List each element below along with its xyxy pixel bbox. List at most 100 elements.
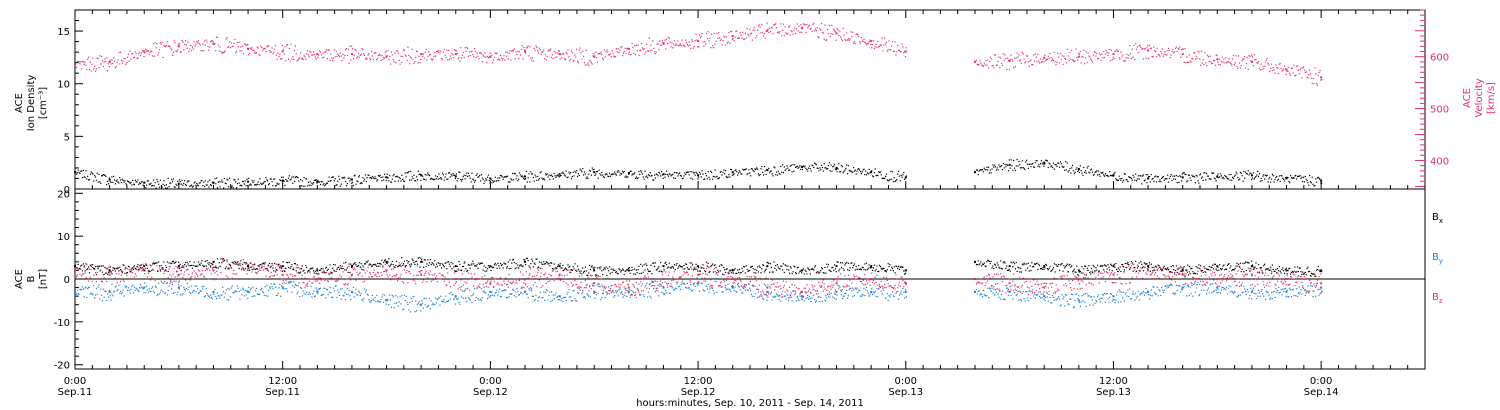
by-sample (197, 288, 199, 290)
velocity-sample (1183, 61, 1185, 63)
velocity-sample (768, 31, 770, 34)
velocity-sample (840, 36, 842, 38)
density-sample (557, 174, 559, 176)
velocity-sample (1048, 57, 1050, 60)
by-sample (128, 289, 130, 292)
velocity-sample (1007, 59, 1010, 62)
bz-sample (456, 270, 458, 272)
velocity-sample (94, 65, 96, 68)
by-sample (606, 293, 608, 296)
density-sample (1040, 160, 1042, 162)
bz-sample (447, 272, 449, 274)
velocity-sample (559, 58, 561, 60)
bz-sample (81, 275, 83, 277)
density-sample (589, 170, 592, 172)
bz-sample (284, 267, 286, 270)
density-sample (189, 185, 191, 188)
by-sample (1209, 284, 1211, 286)
velocity-sample (713, 32, 715, 34)
by-sample (89, 293, 91, 295)
bz-sample (565, 282, 567, 284)
by-sample (1040, 293, 1042, 295)
by-sample (611, 291, 613, 293)
velocity-sample (824, 24, 826, 26)
by-sample (983, 294, 985, 296)
density-sample (1169, 175, 1171, 178)
bz-sample (259, 267, 261, 269)
density-sample (1032, 166, 1035, 168)
velocity-sample (650, 44, 652, 46)
by-sample (622, 296, 624, 298)
by-sample (1225, 286, 1228, 288)
by-sample (1187, 285, 1190, 288)
density-sample (1254, 176, 1256, 179)
velocity-sample (134, 51, 136, 53)
by-sample (573, 289, 575, 292)
bz-sample (290, 280, 292, 283)
velocity-sample (153, 55, 155, 57)
density-sample (829, 170, 831, 172)
velocity-sample (1299, 69, 1301, 71)
velocity-sample (827, 29, 829, 31)
bz-sample (487, 286, 489, 288)
density-sample (1114, 171, 1116, 174)
density-sample (828, 162, 830, 164)
by-sample (578, 287, 580, 290)
density-sample (439, 178, 441, 180)
by-sample (457, 297, 459, 299)
velocity-sample (467, 55, 470, 58)
bz-sample (372, 271, 374, 274)
by-sample (468, 298, 470, 300)
by-sample (544, 299, 546, 302)
velocity-sample (150, 50, 152, 52)
velocity-sample (641, 47, 644, 49)
by-sample (904, 289, 907, 291)
velocity-sample (536, 46, 538, 48)
density-sample (1295, 174, 1297, 177)
velocity-sample (552, 58, 554, 60)
velocity-sample (272, 53, 274, 55)
by-sample (1319, 292, 1321, 295)
bz-sample (601, 284, 603, 286)
density-sample (1031, 163, 1033, 165)
velocity-sample (531, 57, 534, 59)
density-sample (362, 177, 364, 179)
bz-sample (574, 279, 576, 282)
density-sample (656, 173, 658, 176)
bz-point (731, 278, 734, 280)
density-sample (148, 183, 150, 185)
density-sample (337, 180, 339, 182)
velocity-sample (1309, 69, 1311, 71)
by-sample (1021, 292, 1023, 295)
velocity-sample (1162, 55, 1164, 57)
by-sample (123, 295, 125, 297)
velocity-sample (529, 46, 531, 48)
velocity-sample (1020, 59, 1022, 61)
by-sample (1058, 296, 1060, 298)
by-sample (570, 300, 573, 302)
by-sample (888, 294, 890, 297)
density-sample (377, 179, 379, 181)
density-sample (731, 174, 734, 176)
by-sample (880, 290, 882, 292)
velocity-sample (1267, 62, 1269, 65)
by-sample (477, 298, 479, 300)
velocity-sample (1059, 53, 1062, 55)
bz-sample (473, 273, 476, 275)
by-sample (260, 289, 262, 291)
by-sample (594, 297, 596, 299)
velocity-sample (509, 50, 511, 52)
by-sample (1155, 293, 1158, 295)
by-sample (649, 295, 651, 297)
by-sample (1116, 294, 1118, 296)
velocity-sample (109, 59, 111, 61)
velocity-sample (305, 58, 307, 60)
bz-sample (603, 285, 605, 287)
bz-sample (473, 285, 475, 287)
by-sample (1036, 294, 1038, 297)
density-sample (197, 184, 199, 186)
by-sample (977, 290, 979, 293)
bz-sample (349, 276, 351, 278)
by-sample (737, 283, 739, 286)
velocity-sample (1127, 57, 1129, 59)
